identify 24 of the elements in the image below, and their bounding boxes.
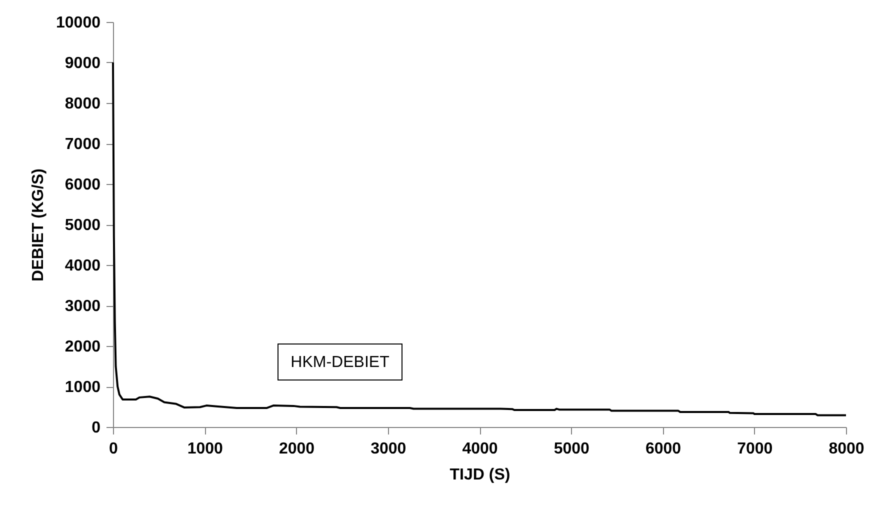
y-tick-label: 7000 — [64, 136, 101, 153]
y-axis-title: DEBIET (KG/S) — [30, 168, 48, 282]
y-tick-label: 3000 — [64, 298, 101, 315]
y-tick-label: 1000 — [64, 379, 101, 396]
x-tick-label: 6000 — [645, 440, 682, 458]
y-tick-label: 6000 — [64, 176, 101, 194]
line-series — [112, 62, 847, 416]
y-tick-label: 9000 — [64, 55, 101, 72]
x-tick-label: 2000 — [278, 440, 315, 458]
y-tick-label: 2000 — [64, 338, 101, 356]
x-axis-title: TIJD (S) — [450, 466, 510, 484]
x-tick-label: 1000 — [187, 440, 224, 458]
x-tick-label: 3000 — [370, 440, 406, 458]
x-tick-label: 4000 — [462, 440, 498, 458]
y-tick-label: 10000 — [56, 14, 101, 32]
y-tick-label: 4000 — [64, 258, 101, 274]
x-tick-label: 0 — [109, 440, 118, 458]
text: HKM-DEBIET — [290, 354, 390, 371]
x-tick-label: 7000 — [737, 440, 773, 458]
y-tick-label: 0 — [92, 420, 101, 436]
x-tick-label: 5000 — [554, 440, 590, 458]
y-tick-label: 5000 — [64, 217, 101, 234]
x-tick-label: 8000 — [828, 440, 864, 458]
y-tick-label: 8000 — [64, 96, 101, 112]
